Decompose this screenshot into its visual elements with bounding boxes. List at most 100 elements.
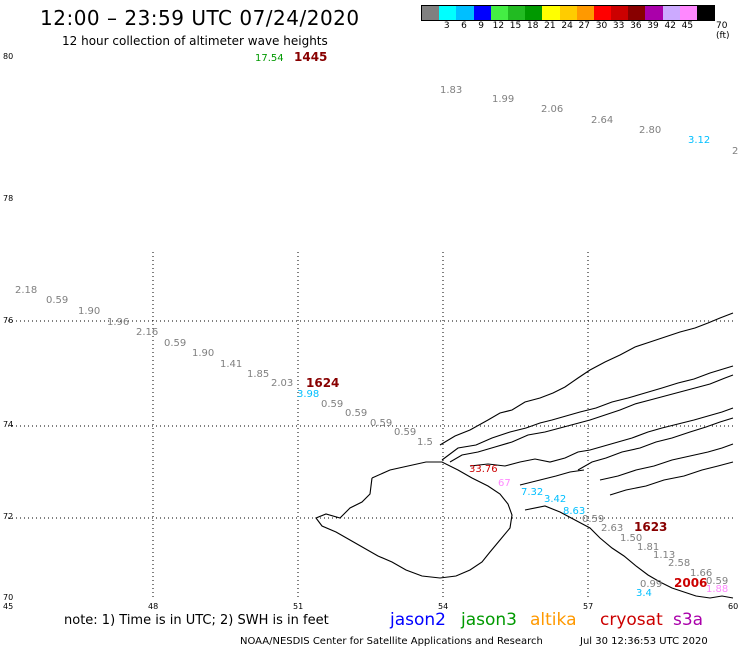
- wave-height: 2.03: [271, 378, 293, 389]
- axis-labels: 80 78 76 74 72 70 45 48 51 54 57 60: [3, 52, 738, 611]
- wave-height: 1.50: [620, 533, 642, 544]
- color-tick: 15: [509, 21, 522, 31]
- wave-height: 3.4: [636, 588, 652, 599]
- color-tick: 36: [630, 21, 642, 31]
- color-tick: 70: [716, 21, 728, 31]
- wave-height: 2.64: [591, 115, 613, 126]
- lat-label: 72: [3, 512, 13, 521]
- color-swatch: [697, 6, 715, 20]
- color-scale-unit: 70 (ft): [716, 21, 740, 41]
- color-swatch: [525, 6, 543, 20]
- wave-height: 1.41: [220, 359, 242, 370]
- color-swatch: [422, 6, 440, 20]
- lon-label: 45: [3, 602, 13, 611]
- pass-time: 1623: [634, 520, 667, 534]
- satellite-altika: altika: [530, 610, 577, 630]
- satellite-jason3: jason3: [461, 610, 517, 630]
- grid: [8, 252, 733, 600]
- pass-time: 1445: [294, 50, 327, 64]
- wave-height: 0.59: [370, 418, 392, 429]
- satellite-cryosat: cryosat: [600, 610, 663, 630]
- color-tick: 21: [544, 21, 556, 31]
- color-swatch: [576, 6, 594, 20]
- lat-label: 78: [3, 194, 13, 203]
- wave-height: 8.63: [563, 506, 585, 517]
- color-scale-ticks: 3 6 9 12 15 18 21 24 27 30 33 36 39 42 4…: [421, 21, 696, 31]
- color-tick: 42: [664, 21, 676, 31]
- color-tick: 39: [647, 21, 659, 31]
- satellite-jason2: jason2: [390, 610, 446, 630]
- color-swatch: [611, 6, 629, 20]
- wave-height: 2.16: [136, 327, 158, 338]
- lat-label: 76: [3, 316, 13, 325]
- color-swatch: [679, 6, 697, 20]
- color-swatch: [507, 6, 526, 20]
- wave-height: 67: [498, 478, 511, 489]
- wave-height-labels: 17.54 1.83 1.99 2.06 2.64 2.80 3.12 2 2.…: [15, 53, 738, 599]
- map-subtitle: 12 hour collection of altimeter wave hei…: [62, 34, 328, 48]
- wave-height: 2: [732, 146, 738, 157]
- color-tick: 24: [561, 21, 573, 31]
- wave-height: 1.96: [107, 317, 129, 328]
- lat-label: 80: [3, 52, 13, 61]
- pass-time: 2006: [674, 576, 707, 590]
- wave-height: 2.58: [668, 558, 690, 569]
- wave-height: 0.59: [706, 576, 728, 587]
- wave-height: 7.32: [521, 487, 543, 498]
- wave-height: 1.13: [653, 550, 675, 561]
- wave-height: 33.76: [469, 464, 498, 475]
- credit-text: NOAA/NESDIS Center for Satellite Applica…: [240, 636, 543, 647]
- wave-height: 1.5: [417, 437, 433, 448]
- lat-label: 70: [3, 593, 13, 602]
- color-tick: 33: [612, 21, 625, 31]
- color-swatch: [473, 6, 491, 20]
- wave-height: 2.80: [639, 125, 661, 136]
- color-swatch: [593, 6, 612, 20]
- lon-label: 48: [148, 602, 158, 611]
- wave-height: 0.99: [640, 579, 662, 590]
- timestamp-text: Jul 30 12:36:53 UTC 2020: [580, 636, 708, 647]
- color-swatch: [542, 6, 560, 20]
- wave-height: 1.88: [706, 584, 728, 595]
- lon-label: 57: [583, 602, 593, 611]
- color-tick: 9: [478, 21, 485, 31]
- wave-height: 1.90: [192, 348, 214, 359]
- color-tick: 30: [595, 21, 608, 31]
- wave-height: 1.81: [637, 542, 659, 553]
- pass-time-labels: 1445 1624 1623 2006: [294, 50, 707, 590]
- lat-label: 74: [3, 420, 13, 429]
- lon-label: 60: [728, 602, 738, 611]
- wave-height: 0.59: [582, 514, 604, 525]
- lon-label: 54: [438, 602, 448, 611]
- wave-height: 2.06: [541, 104, 563, 115]
- wave-height: 0.59: [164, 338, 186, 349]
- color-swatch: [628, 6, 646, 20]
- color-tick: 18: [526, 21, 539, 31]
- wave-height: 1.85: [247, 369, 269, 380]
- color-scale-bar: [421, 5, 716, 21]
- wave-height: 0.59: [46, 295, 68, 306]
- color-tick: 12: [492, 21, 505, 31]
- color-tick: 3: [443, 21, 450, 31]
- color-swatch: [490, 6, 508, 20]
- color-tick: 45: [681, 21, 694, 31]
- wave-height: 1.66: [690, 568, 712, 579]
- color-tick: 6: [461, 21, 467, 31]
- color-tick: 27: [578, 21, 590, 31]
- satellite-s3a: s3a: [673, 610, 704, 630]
- color-swatch: [645, 6, 663, 20]
- color-swatch: [662, 6, 680, 20]
- wave-height: 1.83: [440, 85, 462, 96]
- unit-label: (ft): [716, 31, 730, 41]
- pass-time: 1624: [306, 376, 339, 390]
- wave-height: 1.90: [78, 306, 100, 317]
- wave-height: 0.59: [345, 408, 367, 419]
- map-title: 12:00 – 23:59 UTC 07/24/2020: [40, 6, 360, 30]
- lon-label: 51: [293, 602, 303, 611]
- wave-height: 3.98: [297, 389, 319, 400]
- wave-height: 0.59: [394, 427, 416, 438]
- wave-height: 3.42: [544, 494, 566, 505]
- wave-height: 0.59: [321, 399, 343, 410]
- color-swatch: [439, 6, 457, 20]
